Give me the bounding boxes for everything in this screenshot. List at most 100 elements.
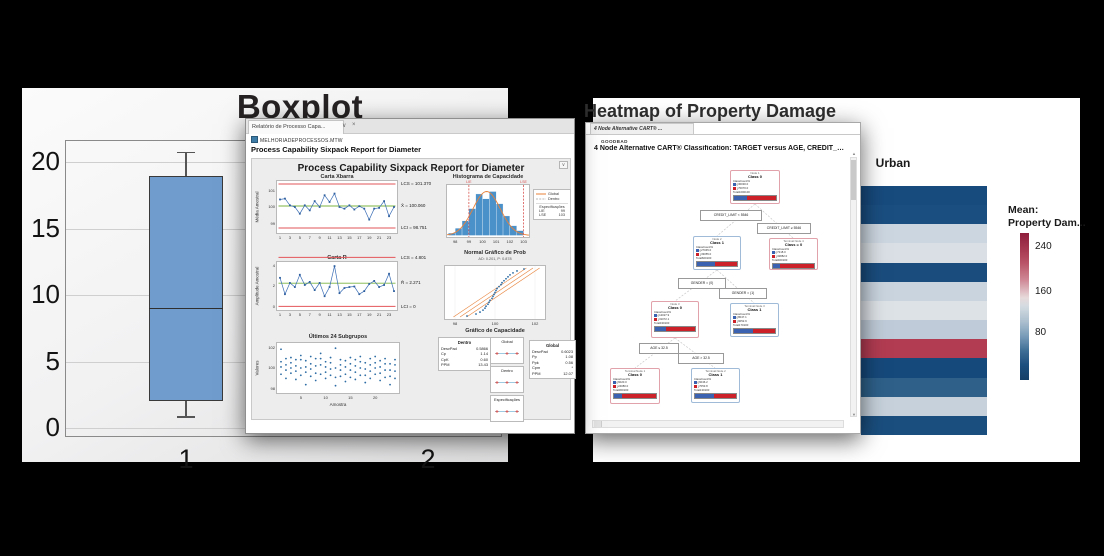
histogram-chart: LIE LSE 98 99 100 101 102 103 xyxy=(252,159,570,419)
interval-label: Especificações xyxy=(494,397,520,402)
cart-dataset-label: GOODBAD xyxy=(601,139,628,144)
tab-minimize-button[interactable]: ∨ xyxy=(342,123,347,129)
y-tick: 0 xyxy=(272,303,275,309)
capability-intervals: Global Dentro Especificações xyxy=(490,337,524,422)
x-tick: 7 xyxy=(308,312,311,317)
node-class-bar xyxy=(654,326,696,332)
tree-node[interactable]: Terminal Node 2 Class 1 Class Count% 0 60 46.2… xyxy=(691,368,740,403)
node-total-row: Total 300 100 xyxy=(613,388,629,393)
x-tick: 19 xyxy=(366,312,372,317)
stats-row: Ppk 0.56 xyxy=(532,359,573,365)
stats-row: Cp 1.14 xyxy=(441,351,488,357)
stats-row: DesvPad 0.6023 xyxy=(532,349,573,354)
report-tab[interactable]: Relatório de Processo Capa... xyxy=(248,120,344,134)
x-tick: 15 xyxy=(347,312,352,317)
global-stats-table: Global DesvPad 0.6023 Pp 1.08 Ppk 0.56 Cpm * PPM 1… xyxy=(529,340,576,380)
legend-label: Global xyxy=(548,192,559,196)
node-total-row: Total 400 100 xyxy=(772,258,788,263)
xbar-title: Carta Xbarra xyxy=(320,174,354,180)
x-category-label: 2 xyxy=(420,444,436,474)
node-table-row: 1 310 72.1 xyxy=(654,317,696,322)
sixpack-report: Process Capability Sixpack Report for Di… xyxy=(251,158,576,422)
tab-close-button[interactable]: × xyxy=(352,122,356,128)
tree-node[interactable]: Node 2 Class 1 Class Count% 0 270 45.0 1 330 55.0… xyxy=(693,236,741,270)
scroll-down-icon[interactable]: ▼ xyxy=(852,412,856,417)
tree-node[interactable]: Node 3 Class 0 Class Count% 0 120 27.9 1 310 72.1… xyxy=(651,301,699,338)
heatmap-band xyxy=(861,186,987,206)
tab-bar: Relatório de Processo Capa... ∨ × xyxy=(246,119,574,134)
node-table-header: Class Count% xyxy=(613,376,630,381)
interval-label: Global xyxy=(501,339,513,344)
node-class-bar xyxy=(613,393,657,399)
cart-window: 4 Node Alternative CART® ... GOODBAD 4 N… xyxy=(585,122,861,434)
stats-row: CpK 0.60 xyxy=(441,356,488,362)
class1-swatch xyxy=(694,385,697,388)
node-total-row: Total 600 100 xyxy=(696,256,712,261)
tree-node[interactable]: Terminal Node 1 Class 0 Class Count% 0 60 20.0… xyxy=(610,368,660,404)
node-id: Terminal Node 1 xyxy=(624,369,646,373)
rchart-title: Carta R xyxy=(327,255,347,261)
split-label: CREDIT_LIMIT < 5546 xyxy=(700,210,762,221)
class1-swatch xyxy=(654,318,657,321)
plot-area xyxy=(276,256,398,311)
node-class-bar xyxy=(694,393,737,399)
node-total-row: Total 1000 100 xyxy=(733,190,750,195)
stats-title: Dentro xyxy=(457,340,472,345)
legend-tick: 240 xyxy=(1035,241,1052,252)
split-label: AGE > 32.5 xyxy=(678,353,724,364)
interval-plot xyxy=(495,410,519,413)
stats-row: Cpm * xyxy=(532,365,573,371)
worksheet-name: MELHORIADEPROCESSOS.MTW xyxy=(260,138,343,144)
tree-node[interactable]: Node 1 Class 0 Class Count% 0 300 30.0 1 700 70.0… xyxy=(730,170,780,204)
horizontal-scrollbar[interactable] xyxy=(592,420,844,428)
y-tick: 99 xyxy=(270,221,275,227)
x-tick: 11 xyxy=(327,235,332,240)
class1-swatch xyxy=(696,253,699,256)
x-tick: 3 xyxy=(288,312,292,317)
x-tick: 98 xyxy=(452,239,458,244)
node-table-row: 0 60 46.2 xyxy=(694,381,737,385)
node-table-header: Class Count% xyxy=(694,376,711,381)
x-axis-label: Amostra xyxy=(329,402,347,407)
x-tick: 98 xyxy=(452,321,458,326)
vertical-scrollbar[interactable] xyxy=(850,157,857,417)
node-class-bar xyxy=(733,195,777,201)
x-tick: 23 xyxy=(386,312,392,317)
node-table-row: 0 300 30.0 xyxy=(733,183,777,187)
tree-node[interactable]: Terminal Node 3 Class 1 Class Count% 0 80 47.1… xyxy=(730,303,779,337)
heatmap-band xyxy=(861,243,987,263)
box-element xyxy=(149,175,223,402)
specs-title: Especificações xyxy=(536,203,568,209)
heatmap-column-label: Urban xyxy=(875,156,911,170)
y-tick: 102 xyxy=(268,344,275,350)
class1-swatch xyxy=(772,255,775,258)
node-table-row: 1 90 52.9 xyxy=(733,319,776,324)
global-line-swatch xyxy=(536,193,546,195)
stats-title: Global xyxy=(545,343,560,348)
node-class-bar xyxy=(772,263,815,269)
capability-title: Gráfico de Capacidade xyxy=(465,328,525,334)
report-menu-button[interactable]: ∨ xyxy=(559,161,568,169)
node-table-row: 0 80 47.1 xyxy=(733,316,776,320)
node-id: Node 2 xyxy=(712,237,722,241)
node-id: Node 3 xyxy=(670,302,680,306)
node-table-row: 1 70 53.8 xyxy=(694,384,737,389)
x-tick: 17 xyxy=(357,312,362,317)
x-tick: 3 xyxy=(288,235,292,240)
node-class-bar xyxy=(696,261,738,267)
legend-tick: 80 xyxy=(1035,327,1047,338)
split-label: GENDER = (1) xyxy=(719,288,767,299)
x-tick: 9 xyxy=(318,312,321,317)
x-tick: 5 xyxy=(298,312,301,317)
split-label: AGE ≤ 32.5 xyxy=(639,343,679,354)
heatmap-band xyxy=(861,281,987,301)
x-tick: 21 xyxy=(376,312,382,317)
heatmap-band xyxy=(861,339,987,359)
report-title: Process Capability Sixpack Report for Di… xyxy=(297,163,525,174)
heatmap-band xyxy=(861,300,987,321)
node-class: Class 0 xyxy=(667,305,682,311)
cart-tab[interactable]: 4 Node Alternative CART® ... xyxy=(590,123,694,135)
x-tick: 13 xyxy=(337,312,342,317)
tree-node[interactable]: Terminal Node 4 Class = 0 Class Count% 0 72 18… xyxy=(769,238,818,270)
scroll-up-icon[interactable]: ▲ xyxy=(852,151,856,156)
